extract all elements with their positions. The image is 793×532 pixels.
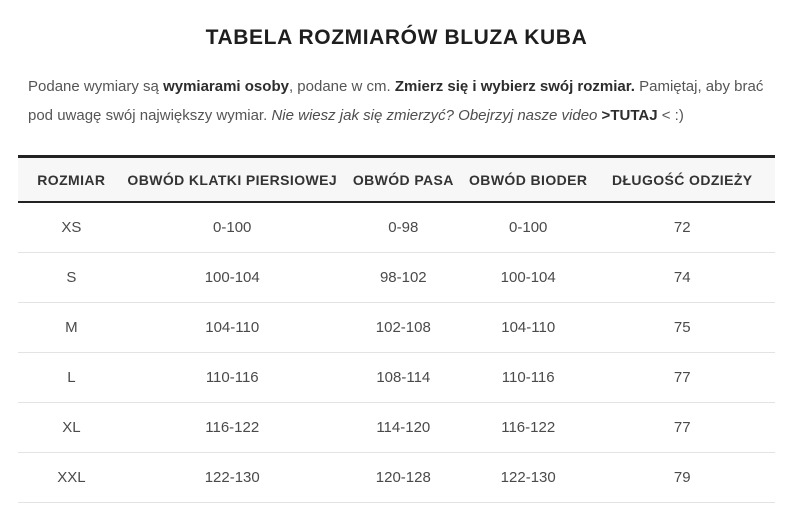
cell-chest: 0-100 <box>124 202 340 253</box>
cell-hips: 0-100 <box>466 202 590 253</box>
column-header-obwod-bioder: OBWÓD BIODER <box>466 155 590 203</box>
cell-size: S <box>18 252 125 303</box>
cell-size: L <box>18 352 125 403</box>
intro-segment: < :) <box>657 107 684 124</box>
size-table: ROZMIAR OBWÓD KLATKI PIERSIOWEJ OBWÓD PA… <box>18 155 775 503</box>
cell-length: 77 <box>589 402 775 453</box>
column-header-obwod-pasa: OBWÓD PASA <box>339 155 467 203</box>
page-title: TABELA ROZMIARÓW BLUZA KUBA <box>205 26 588 49</box>
cell-hips: 110-116 <box>466 352 590 403</box>
cell-chest: 104-110 <box>124 302 340 353</box>
cell-length: 79 <box>589 452 775 503</box>
intro-segment-bold: Zmierz się i wybierz swój rozmiar. <box>394 78 635 95</box>
cell-hips: 100-104 <box>466 252 590 303</box>
cell-waist: 98-102 <box>339 252 467 303</box>
column-header-obwod-klatki: OBWÓD KLATKI PIERSIOWEJ <box>124 155 340 203</box>
cell-chest: 122-130 <box>124 452 340 503</box>
table-row-l: L 110-116 108-114 110-116 77 <box>18 352 775 403</box>
table-header-row: ROZMIAR OBWÓD KLATKI PIERSIOWEJ OBWÓD PA… <box>18 155 775 203</box>
intro-segment: , podane w cm. <box>288 78 395 95</box>
table-row-xs: XS 0-100 0-98 0-100 72 <box>18 202 775 253</box>
cell-chest: 100-104 <box>124 252 340 303</box>
cell-size: XL <box>18 402 125 453</box>
cell-waist: 0-98 <box>339 202 467 253</box>
tutaj-video-link[interactable]: TUTAJ <box>610 107 658 124</box>
table-row-xl: XL 116-122 114-120 116-122 77 <box>18 402 775 453</box>
column-header-dlugosc: DŁUGOŚĆ ODZIEŻY <box>589 155 775 203</box>
intro-segment-italic: Nie wiesz jak się zmierzyć? Obejrzyj nas… <box>271 107 598 124</box>
cell-waist: 102-108 <box>339 302 467 353</box>
cell-waist: 114-120 <box>339 402 467 453</box>
cell-length: 77 <box>589 352 775 403</box>
intro-segment: Pamiętaj, aby brać pod uwagę swój najwię… <box>28 78 764 124</box>
table-row-xxl: XXL 122-130 120-128 122-130 79 <box>18 452 775 503</box>
cell-waist: 108-114 <box>339 352 467 403</box>
intro-text: Podane wymiary są wymiarami osoby, podan… <box>28 72 768 130</box>
cell-size: M <box>18 302 125 353</box>
column-header-rozmiar: ROZMIAR <box>18 155 125 203</box>
intro-segment-bold: > <box>597 107 611 124</box>
cell-hips: 104-110 <box>466 302 590 353</box>
cell-waist: 120-128 <box>339 452 467 503</box>
cell-hips: 116-122 <box>466 402 590 453</box>
cell-size: XS <box>18 202 125 253</box>
table-row-s: S 100-104 98-102 100-104 74 <box>18 252 775 303</box>
cell-size: XXL <box>18 452 125 503</box>
cell-hips: 122-130 <box>466 452 590 503</box>
cell-length: 75 <box>589 302 775 353</box>
intro-segment: Podane wymiary są <box>28 78 164 95</box>
cell-chest: 116-122 <box>124 402 340 453</box>
intro-segment-bold: wymiarami osoby <box>163 78 289 95</box>
table-row-m: M 104-110 102-108 104-110 75 <box>18 302 775 353</box>
cell-chest: 110-116 <box>124 352 340 403</box>
cell-length: 74 <box>589 252 775 303</box>
cell-length: 72 <box>589 202 775 253</box>
